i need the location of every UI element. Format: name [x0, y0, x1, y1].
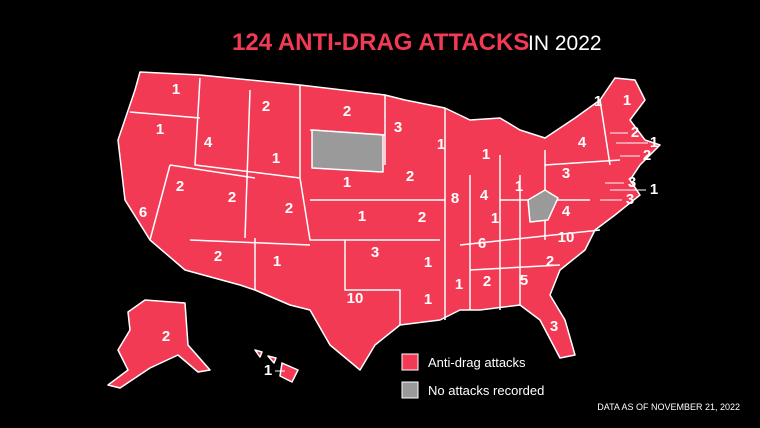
state-count: 3	[626, 191, 634, 208]
title-rest: IN 2022	[528, 32, 602, 55]
state-count: 10	[347, 290, 364, 307]
state-count: 3	[550, 318, 558, 335]
state-count: 6	[139, 204, 147, 221]
state-count: 2	[228, 189, 236, 206]
state-count: 6	[478, 235, 486, 252]
state-count: 2	[643, 147, 651, 164]
state-count: 1	[358, 208, 366, 225]
state-count: 2	[406, 168, 414, 185]
state-count: 1	[424, 291, 432, 308]
state-count: 1	[424, 254, 432, 271]
no-attacks-state	[311, 129, 384, 173]
state-count: 2	[176, 178, 184, 195]
state-count: 1	[272, 150, 280, 167]
state-count: 1	[491, 210, 499, 227]
state-count: 1	[455, 276, 463, 293]
state-count: 4	[562, 203, 571, 220]
legend-swatch	[401, 381, 419, 399]
state-count: 4	[480, 187, 489, 204]
leader-lines	[275, 132, 648, 372]
legend-label: Anti-drag attacks	[428, 355, 526, 370]
legend-label: No attacks recorded	[428, 383, 544, 398]
state-count: 2	[162, 328, 170, 345]
state-count: 4	[578, 134, 587, 151]
state-count: 5	[520, 272, 528, 289]
title-highlight: 124 ANTI-DRAG ATTACKS	[232, 29, 529, 56]
state-count: 2	[262, 98, 270, 115]
state-count: 2	[418, 209, 426, 226]
state-count: 2	[546, 253, 554, 270]
state-count: 1	[650, 134, 658, 151]
state-count: 4	[204, 134, 213, 151]
state-count: 3	[371, 244, 379, 261]
state-count: 1	[594, 93, 602, 110]
state-count: 3	[394, 119, 402, 136]
state-count: 1	[264, 362, 272, 379]
state-count: 2	[483, 273, 491, 290]
state-count: 1	[482, 146, 490, 163]
state-count: 2	[343, 103, 351, 120]
note: DATA AS OF NOVEMBER 21, 2022	[597, 402, 740, 412]
state-count: 8	[451, 190, 459, 207]
hawaii	[254, 349, 299, 383]
state-count: 1	[515, 178, 523, 195]
states	[107, 71, 661, 389]
state-count: 1	[273, 253, 281, 270]
state-count: 1	[156, 121, 164, 138]
state-count: 2	[631, 124, 639, 141]
state-count: 10	[558, 229, 575, 246]
state-count: 1	[172, 81, 180, 98]
state-count: 2	[214, 248, 222, 265]
state-count: 3	[562, 165, 570, 182]
state-count: 1	[437, 136, 445, 153]
legend-swatch	[401, 353, 419, 371]
state-count: 3	[628, 174, 636, 191]
no-attacks-state	[527, 189, 559, 223]
state-count: 2	[285, 200, 293, 217]
contiguous-us	[117, 71, 661, 371]
state-count: 1	[623, 92, 631, 109]
alaska	[107, 299, 211, 389]
state-count: 1	[650, 181, 658, 198]
state-count: 1	[343, 174, 351, 191]
